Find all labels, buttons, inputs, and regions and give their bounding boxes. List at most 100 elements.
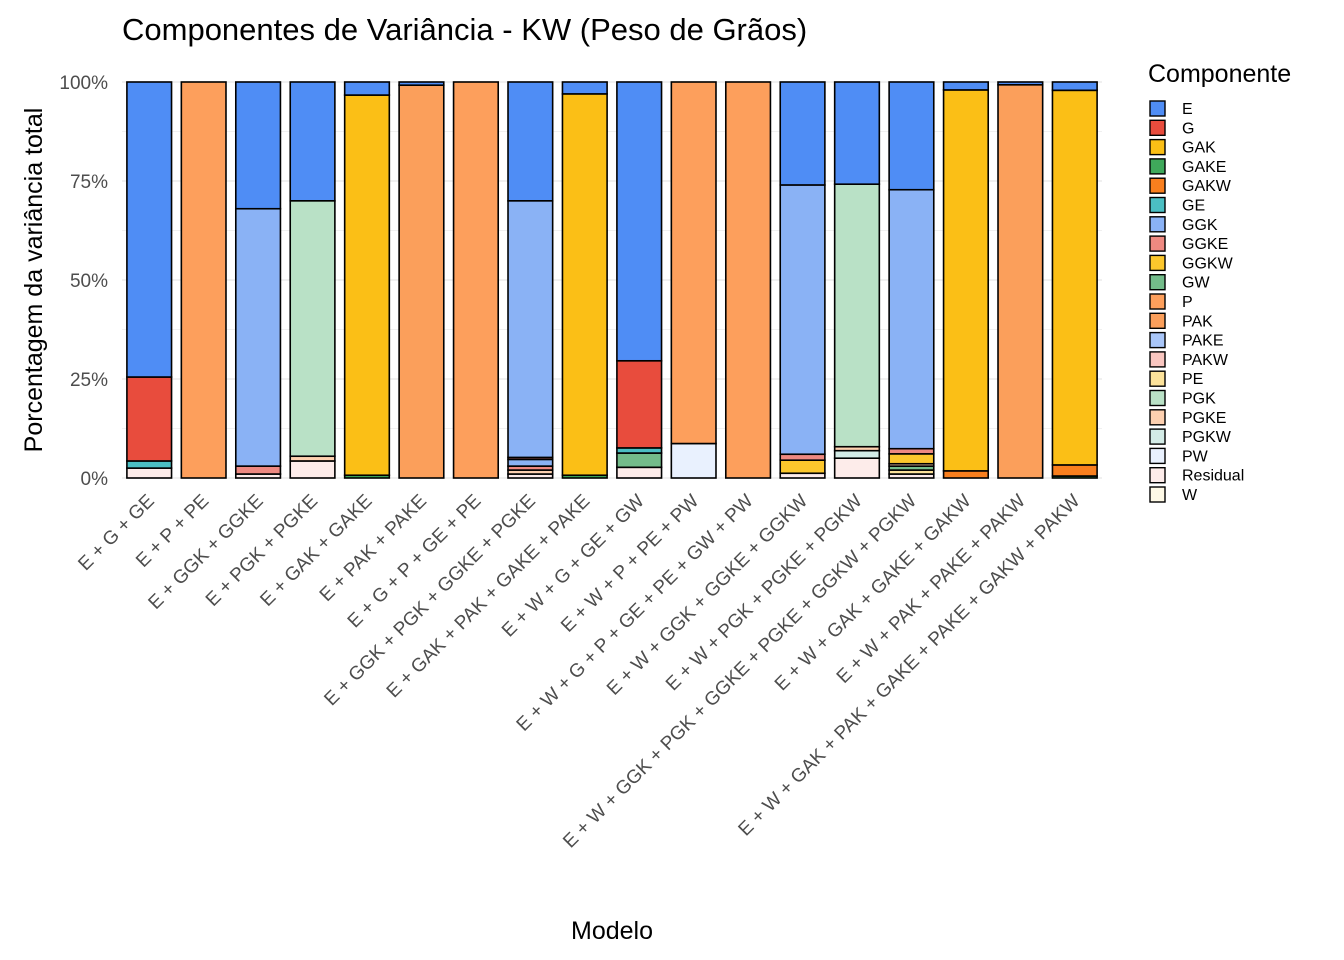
legend-label: W bbox=[1182, 487, 1198, 504]
legend-key-ggke bbox=[1149, 235, 1166, 252]
legend-label: GAKW bbox=[1182, 178, 1232, 195]
stacked-bars bbox=[126, 81, 1098, 479]
bar-segment-e bbox=[997, 81, 1044, 86]
x-axis-title: Modelo bbox=[571, 917, 653, 945]
bar-segment-g bbox=[616, 359, 663, 449]
y-axis-title: Porcentagem da variância total bbox=[20, 108, 48, 453]
bar-segment-gak bbox=[942, 89, 990, 472]
legend-label: PAKW bbox=[1182, 352, 1229, 369]
bar-segment-p bbox=[724, 81, 772, 479]
bar-segment-ggke bbox=[234, 465, 282, 475]
legend-key-residual bbox=[1149, 467, 1166, 484]
legend-label: PAK bbox=[1182, 313, 1213, 330]
legend-label: GGKW bbox=[1182, 255, 1234, 272]
legend-key-gw bbox=[1149, 274, 1166, 291]
legend-key-pe bbox=[1149, 370, 1166, 387]
bar-segment-pgkw bbox=[833, 449, 881, 459]
y-tick-label: 75% bbox=[70, 172, 108, 193]
bar-segment-ge bbox=[126, 460, 173, 469]
bar-segment-gak bbox=[343, 94, 391, 477]
bar-segment-g bbox=[126, 376, 173, 462]
legend-label: E bbox=[1182, 101, 1193, 118]
bar-segment-pgk bbox=[833, 183, 881, 448]
legend-label: G bbox=[1182, 120, 1194, 137]
bar-segment-residual bbox=[126, 467, 173, 479]
bar-segment-pgk bbox=[289, 200, 336, 458]
bar-segment-pak bbox=[398, 84, 445, 479]
bar-segment-ggk bbox=[779, 184, 826, 456]
x-tick-label: E + W + GAK + GAKE + GAKW bbox=[771, 491, 976, 696]
bar-segment-e bbox=[616, 81, 663, 362]
legend-key-w bbox=[1149, 486, 1166, 503]
y-tick-label: 100% bbox=[59, 73, 108, 94]
legend-title: Componente bbox=[1148, 60, 1291, 88]
y-tick-label: 0% bbox=[81, 469, 109, 490]
bar-segment-e bbox=[942, 81, 990, 91]
y-tick-label: 50% bbox=[70, 271, 108, 292]
legend-label: GAKE bbox=[1182, 159, 1226, 176]
bar-segment-gw bbox=[616, 452, 663, 469]
bar-segment-ggk bbox=[507, 458, 554, 467]
bar-segment-ggk bbox=[888, 188, 935, 450]
bar-segment-residual bbox=[833, 457, 881, 479]
bar-segment-residual bbox=[616, 466, 663, 479]
legend-label: GW bbox=[1182, 275, 1210, 292]
legend-key-pake bbox=[1149, 331, 1166, 349]
bar-segment-e bbox=[1051, 81, 1098, 92]
legend-label: PE bbox=[1182, 371, 1203, 388]
legend-key-ggkw bbox=[1149, 254, 1166, 272]
legend-label: P bbox=[1182, 294, 1193, 311]
legend-key-p bbox=[1149, 293, 1166, 310]
legend: Componente EG GAK GAKE GAKW GE GGK GGKE GGKW GW P… bbox=[1148, 60, 1291, 504]
x-tick-label: E + W + PGK + PGKE + PGKW bbox=[662, 491, 867, 696]
legend-key-pgkw bbox=[1149, 428, 1166, 445]
bar-segment-e bbox=[833, 81, 881, 185]
legend-key-ge bbox=[1149, 196, 1166, 214]
legend-label: GGKE bbox=[1182, 236, 1228, 253]
bar-segment-ggke bbox=[779, 453, 826, 461]
y-axis-ticks: 0% 25% 50% 75% 100% bbox=[59, 73, 108, 490]
bar-segment-e bbox=[507, 81, 554, 202]
bar-segment-pw bbox=[670, 442, 717, 479]
bar-segment-e bbox=[561, 81, 608, 95]
bar-segment-pak bbox=[997, 83, 1044, 479]
legend-key-pgke bbox=[1149, 409, 1166, 426]
legend-label: PGK bbox=[1182, 391, 1216, 408]
bar-segment-e bbox=[289, 81, 336, 202]
bar-segment-residual bbox=[289, 460, 336, 479]
legend-key-ggk bbox=[1149, 216, 1166, 233]
x-tick-label: E + W + GGK + PGK + GGKE + PGKE + GGKW +… bbox=[559, 491, 921, 853]
legend-key-gakw bbox=[1149, 177, 1166, 194]
bar-segment-ggk bbox=[234, 207, 282, 467]
legend-key-pw bbox=[1149, 447, 1166, 465]
bar-segment-ggk bbox=[507, 200, 554, 459]
bar-segment-e bbox=[234, 81, 282, 210]
bar-segment-p bbox=[452, 81, 500, 479]
legend-label: GE bbox=[1182, 198, 1205, 215]
legend-key-e bbox=[1149, 100, 1166, 117]
legend-label: GAK bbox=[1182, 140, 1216, 157]
bar-segment-p bbox=[670, 81, 717, 445]
chart-title: Componentes de Variância - KW (Peso de G… bbox=[122, 12, 807, 47]
y-tick-label: 25% bbox=[70, 370, 108, 391]
x-tick-label: E + W + GGK + GGKE + GGKW bbox=[603, 491, 812, 700]
bar-segment-gakw bbox=[942, 470, 990, 479]
bar-segment-gak bbox=[1051, 89, 1098, 466]
bar-segment-e bbox=[126, 81, 173, 378]
legend-label: PW bbox=[1182, 448, 1209, 465]
legend-label: PGKE bbox=[1182, 410, 1226, 427]
legend-key-pakw bbox=[1149, 351, 1166, 368]
legend-label: GGK bbox=[1182, 217, 1218, 234]
legend-label: PAKE bbox=[1182, 333, 1224, 350]
bar-segment-e bbox=[343, 81, 391, 96]
legend-key-pak bbox=[1149, 312, 1166, 329]
bar-segment-p bbox=[180, 81, 227, 479]
legend-key-gake bbox=[1149, 158, 1166, 175]
legend-key-pgk bbox=[1149, 389, 1166, 407]
bar-segment-gakw bbox=[1051, 464, 1098, 477]
legend-key-gak bbox=[1149, 138, 1166, 156]
legend-key-g bbox=[1149, 119, 1166, 137]
legend-label: PGKW bbox=[1182, 429, 1232, 446]
